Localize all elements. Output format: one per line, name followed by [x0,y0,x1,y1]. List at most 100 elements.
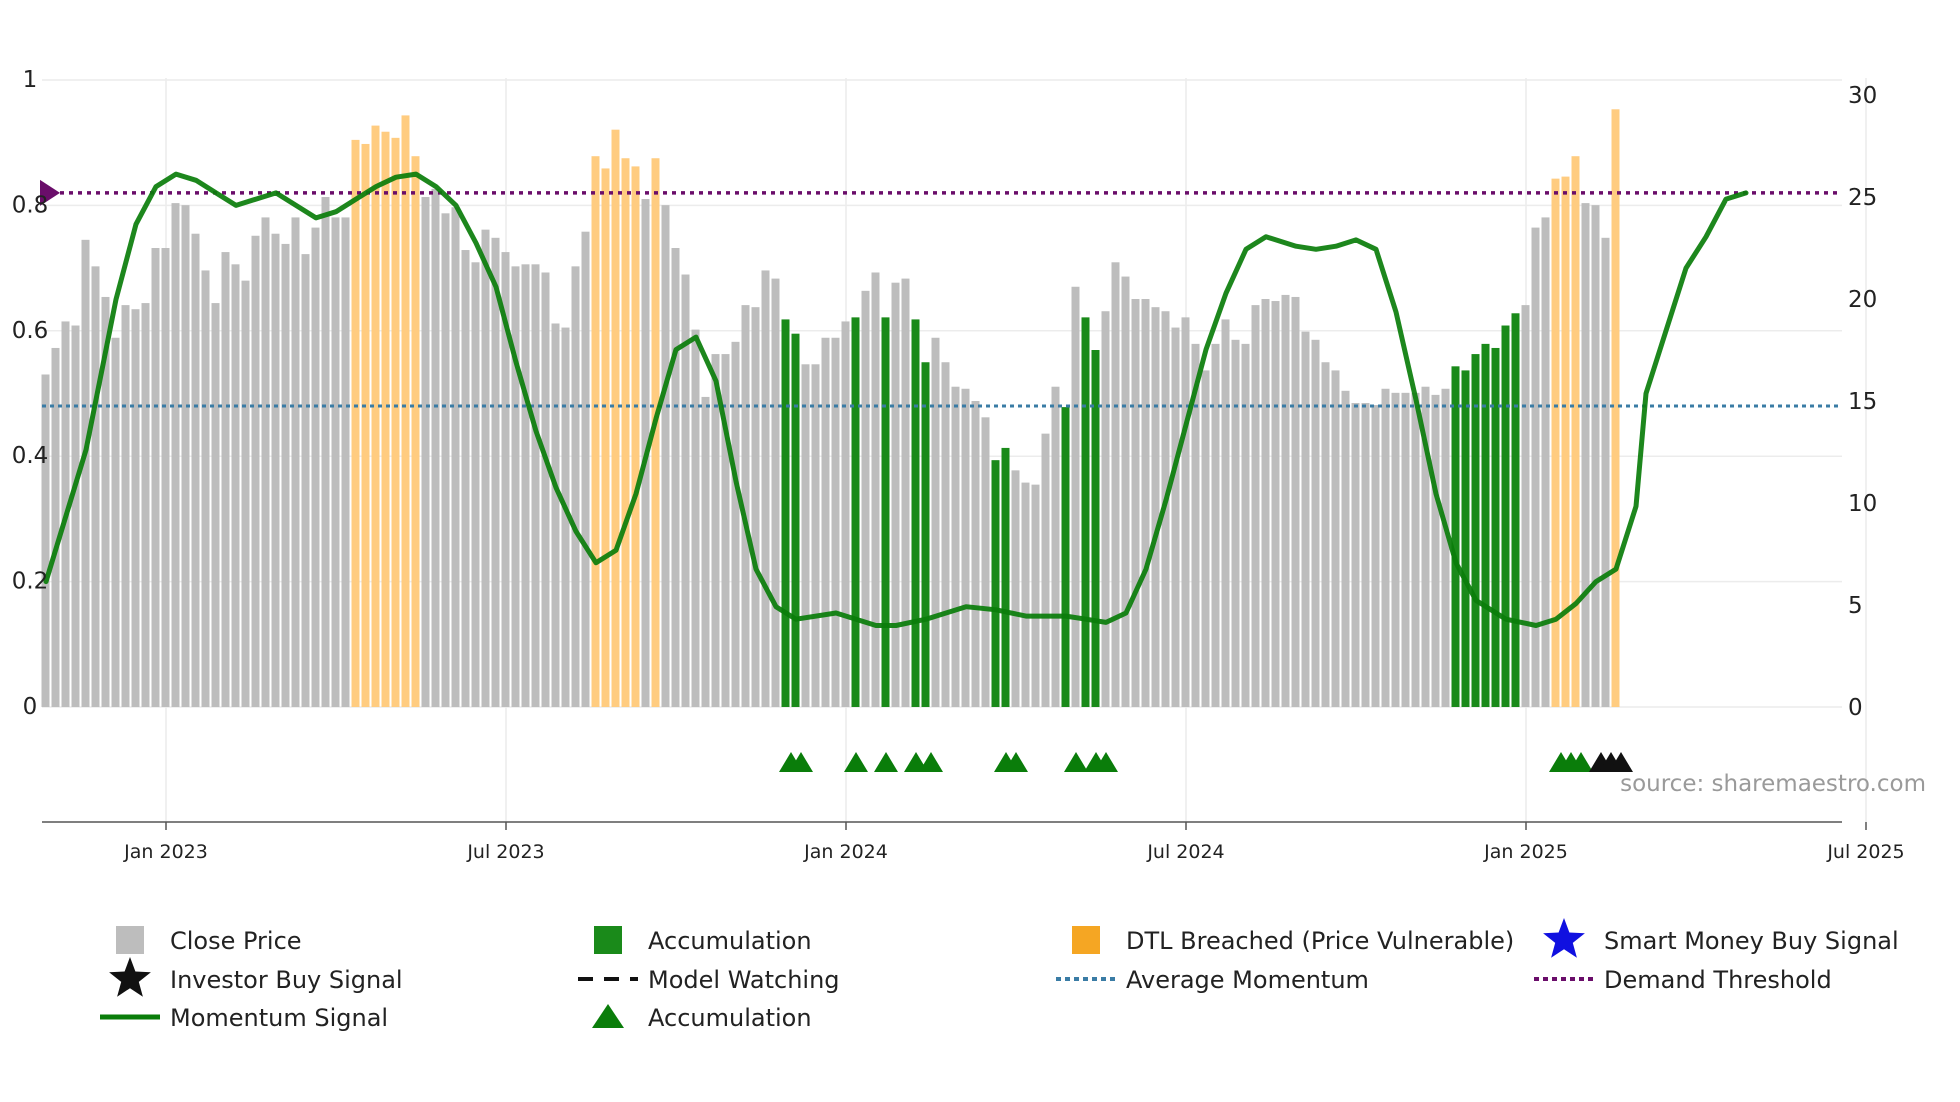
close-price-bar [341,217,350,707]
accumulation-bar [911,319,920,707]
close-price-bar [291,217,300,707]
close-price-bar [1111,262,1120,707]
dtl-bar [601,168,610,707]
accumulation-marker [1569,752,1593,772]
close-price-bar [711,354,720,707]
close-price-bar [421,197,430,707]
close-price-bar [531,264,540,707]
close-price-bar [171,203,180,707]
close-price-bar [461,250,470,708]
close-price-bar [501,252,510,707]
close-price-bar [841,321,850,707]
accumulation-bar [781,319,790,707]
close-price-bar [431,188,440,708]
close-price-bar [871,272,880,707]
left-tick-label: 0.4 [12,443,49,469]
close-price-bar [1151,307,1160,707]
close-price-bar [1301,331,1310,707]
close-price-bar [1011,470,1020,707]
legend-swatch [594,926,622,954]
close-price-bar [1291,296,1300,707]
close-price-bar [971,401,980,707]
close-price-bar [101,296,110,707]
legend-triangle-icon [592,1004,624,1028]
close-price-bar [471,262,480,707]
close-price-bar [1281,294,1290,707]
accumulation-bar [1491,347,1500,707]
accumulation-bar [991,460,1000,707]
legend-label: Demand Threshold [1604,966,1832,994]
legend-label: Model Watching [648,966,840,994]
accumulation-bar [791,333,800,707]
accumulation-marker [874,752,898,772]
close-price-bar [1031,484,1040,707]
close-price-bar [131,309,140,707]
close-price-bar [181,205,190,707]
accumulation-bar [1451,366,1460,707]
dtl-bar [411,156,420,707]
close-price-bar [1351,403,1360,707]
accumulation-marker [1004,752,1028,772]
x-tick-label: Jul 2023 [466,841,544,863]
legend-label: Smart Money Buy Signal [1604,927,1899,955]
close-price-bar [561,327,570,707]
right-tick-label: 25 [1848,185,1877,211]
close-price-bar [571,266,580,707]
close-price-bar [1101,311,1110,707]
close-price-bar [1411,392,1420,707]
dtl-bar [591,156,600,707]
close-price-bar [941,362,950,707]
dtl-bar [621,158,630,708]
close-price-bar [1191,343,1200,707]
dtl-bar [1611,109,1620,707]
close-price-bar [1201,370,1210,707]
close-price-bar [161,248,170,707]
close-price-bar [671,248,680,707]
close-price-bar [1051,386,1060,707]
left-tick-label: 0 [23,694,38,720]
accumulation-bar [1001,447,1010,707]
close-price-bar [51,347,60,707]
close-price-bar [981,417,990,707]
legend-swatch [1072,926,1100,954]
close-price-bar [661,205,670,707]
legend-label: Close Price [170,927,302,955]
x-tick-label: Jan 2023 [123,841,208,863]
close-price-bar [521,264,530,707]
legend-label: Momentum Signal [170,1004,388,1032]
dtl-bar [361,143,370,707]
dtl-bar [381,131,390,708]
close-price-bar [821,337,830,707]
close-price-bar [311,227,320,707]
close-price-bar [331,217,340,707]
accumulation-bar [1471,354,1480,707]
accumulation-marker [789,752,813,772]
close-price-bar [1241,343,1250,707]
close-price-bar [121,305,130,707]
accumulation-bar [1061,407,1070,707]
close-price-bar [1541,217,1550,707]
close-price-bar [961,388,970,707]
close-price-bar [751,307,760,707]
close-price-bar [1371,405,1380,707]
close-price-bar [731,341,740,707]
legend-star-icon [109,957,151,997]
close-price-bar [1141,299,1150,707]
accumulation-bar [1081,317,1090,707]
close-price-bar [1421,386,1430,707]
close-price-bar [491,237,500,708]
close-price-bar [1431,394,1440,707]
close-price-bar [321,197,330,707]
accumulation-marker [844,752,868,772]
close-price-bar [1521,305,1530,707]
accumulation-bar [1481,343,1490,707]
right-tick-label: 15 [1848,389,1877,415]
close-price-bar [1381,388,1390,707]
close-price-bar [251,235,260,707]
dtl-bar [371,125,380,708]
close-price-bar [1331,370,1340,707]
close-price-bar [1401,392,1410,707]
close-price-bar [771,278,780,707]
